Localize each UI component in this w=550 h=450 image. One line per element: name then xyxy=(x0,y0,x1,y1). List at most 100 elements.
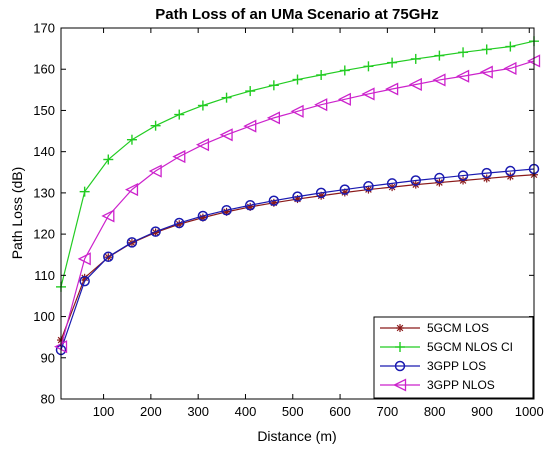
data-point-3gpp-nlos xyxy=(101,209,115,223)
data-point-3gpp-los xyxy=(103,251,114,263)
x-tick-label: 300 xyxy=(187,404,209,419)
data-point-3gpp-los xyxy=(150,226,161,237)
legend-item-3gpp-nlos: 3GPP NLOS xyxy=(380,378,495,392)
y-tick-label: 100 xyxy=(33,309,55,324)
data-point-3gpp-nlos xyxy=(479,65,493,79)
data-point-5gcm-nlos-ci xyxy=(268,80,279,91)
x-tick-label: 200 xyxy=(140,404,162,419)
data-point-3gpp-los xyxy=(244,200,256,211)
data-point-3gpp-los xyxy=(505,165,516,177)
legend-marker-3gpp-nlos xyxy=(393,378,407,392)
data-point-3gpp-nlos xyxy=(124,183,139,197)
data-point-3gpp-los xyxy=(339,184,351,195)
y-tick-label: 140 xyxy=(33,144,55,159)
data-point-3gpp-los xyxy=(457,170,469,181)
series-line-3gpp-los xyxy=(60,168,535,351)
legend-item-5gcm-nlos-ci: 5GCM NLOS CI xyxy=(380,340,513,354)
data-point-3gpp-nlos xyxy=(219,128,233,142)
data-point-5gcm-nlos-ci xyxy=(221,92,232,103)
legend-label: 3GPP NLOS xyxy=(427,378,495,392)
series-3gpp-los xyxy=(55,163,540,356)
x-axis-label: Distance (m) xyxy=(257,428,336,444)
data-point-3gpp-los xyxy=(221,204,232,216)
x-tick-label: 700 xyxy=(377,404,399,419)
data-point-5gcm-nlos-ci xyxy=(387,57,398,68)
data-point-3gpp-los xyxy=(386,178,398,189)
legend-item-3gpp-los: 3GPP LOS xyxy=(380,359,486,373)
x-tick-label: 1000 xyxy=(515,404,544,419)
data-point-5gcm-nlos-ci xyxy=(316,69,327,80)
data-point-3gpp-los xyxy=(363,181,374,192)
legend-marker-3gpp-los xyxy=(394,360,406,372)
data-point-5gcm-nlos-ci xyxy=(245,86,256,97)
data-point-3gpp-nlos xyxy=(172,150,186,164)
y-tick-label: 130 xyxy=(33,185,55,200)
y-tick-label: 150 xyxy=(33,103,55,118)
data-point-3gpp-los xyxy=(174,217,185,229)
data-point-3gpp-nlos xyxy=(148,164,162,178)
data-point-3gpp-nlos xyxy=(77,252,91,266)
data-point-5gcm-nlos-ci xyxy=(103,154,114,165)
y-tick-label: 90 xyxy=(41,350,55,365)
data-point-3gpp-los xyxy=(79,275,90,287)
x-tick-label: 800 xyxy=(424,404,446,419)
legend-label: 5GCM NLOS CI xyxy=(427,340,513,354)
plot-frame xyxy=(60,27,535,400)
data-point-3gpp-nlos xyxy=(337,92,351,106)
data-point-5gcm-nlos-ci xyxy=(458,47,469,58)
data-point-3gpp-los xyxy=(197,210,209,222)
data-point-3gpp-los xyxy=(315,187,327,199)
data-point-3gpp-nlos xyxy=(432,73,446,87)
series-3gpp-nlos xyxy=(54,54,541,354)
data-point-3gpp-nlos xyxy=(408,77,422,92)
data-point-5gcm-nlos-ci xyxy=(363,61,374,72)
data-point-5gcm-nlos-ci xyxy=(339,65,350,76)
legend-label: 3GPP LOS xyxy=(427,359,486,373)
data-point-5gcm-nlos-ci xyxy=(150,120,161,131)
y-tick-label: 110 xyxy=(34,268,55,283)
data-point-3gpp-nlos xyxy=(195,138,210,152)
legend-marker-5gcm-los xyxy=(396,324,404,332)
x-tick-label: 500 xyxy=(282,404,304,419)
y-tick-label: 160 xyxy=(33,62,55,77)
data-point-3gpp-nlos xyxy=(456,69,470,83)
x-tick-label: 400 xyxy=(235,404,257,419)
data-point-3gpp-los xyxy=(481,167,492,179)
y-tick-label: 120 xyxy=(33,227,55,242)
series-5gcm-nlos-ci xyxy=(56,36,539,292)
y-axis-label: Path Loss (dB) xyxy=(9,167,25,260)
legend-item-5gcm-los: 5GCM LOS xyxy=(380,321,489,335)
x-tick-label: 900 xyxy=(471,404,493,419)
data-point-5gcm-nlos-ci xyxy=(410,53,421,64)
data-point-3gpp-nlos xyxy=(503,61,517,75)
chart-title: Path Loss of an UMa Scenario at 75GHz xyxy=(155,6,438,23)
x-tick-label: 100 xyxy=(93,404,115,419)
data-point-3gpp-los xyxy=(268,195,280,206)
legend: 5GCM LOS 5GCM NLOS CI 3GPP LOS 3GPP NLOS xyxy=(373,316,534,399)
data-point-3gpp-nlos xyxy=(385,82,399,96)
data-point-3gpp-nlos xyxy=(361,87,375,101)
data-point-3gpp-nlos xyxy=(314,98,328,112)
data-point-3gpp-nlos xyxy=(243,119,257,133)
legend-marker-5gcm-nlos-ci xyxy=(395,342,405,352)
y-tick-label: 80 xyxy=(41,392,55,407)
data-point-5gcm-nlos-ci xyxy=(505,41,516,52)
legend-label: 5GCM LOS xyxy=(427,321,489,335)
series-layer xyxy=(54,36,541,356)
data-point-5gcm-nlos-ci xyxy=(79,186,90,197)
data-point-5gcm-nlos-ci xyxy=(174,109,185,120)
data-point-5gcm-nlos-ci xyxy=(434,50,445,61)
data-point-3gpp-los xyxy=(410,175,421,186)
data-point-5gcm-nlos-ci xyxy=(292,74,303,85)
data-point-5gcm-nlos-ci xyxy=(126,134,137,145)
data-point-3gpp-nlos xyxy=(266,111,281,125)
y-tick-label: 170 xyxy=(33,21,55,36)
data-point-3gpp-los xyxy=(434,172,445,184)
data-point-3gpp-los xyxy=(126,237,138,248)
data-point-3gpp-los xyxy=(292,191,303,202)
series-line-3gpp-nlos xyxy=(60,60,535,347)
data-point-3gpp-nlos xyxy=(290,104,304,118)
x-tick-label: 600 xyxy=(329,404,351,419)
data-point-5gcm-nlos-ci xyxy=(481,44,492,55)
